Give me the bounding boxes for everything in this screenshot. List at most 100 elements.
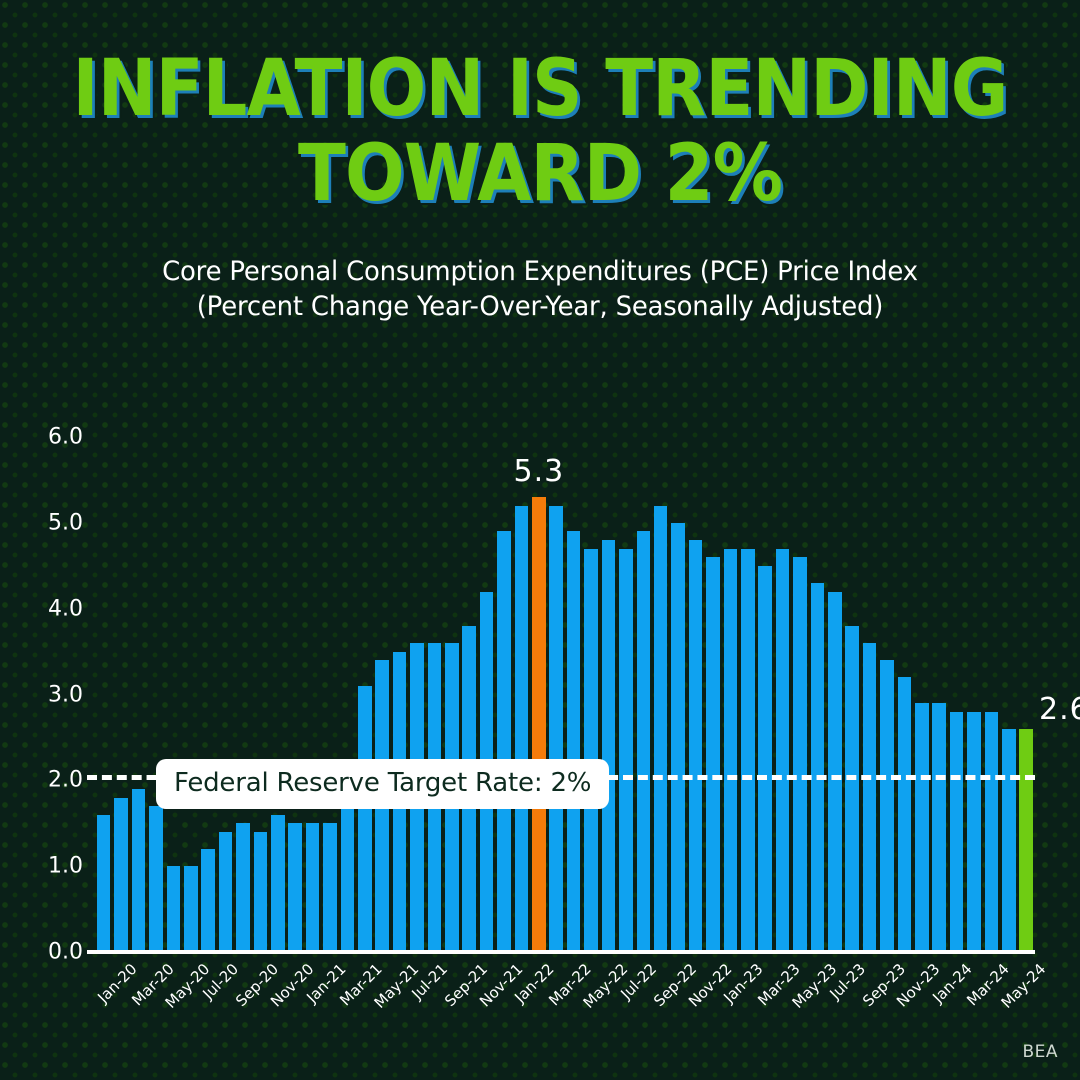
bar[interactable] xyxy=(253,831,268,952)
bar[interactable] xyxy=(166,866,181,952)
bar-slot[interactable]: 5.3 xyxy=(514,437,563,952)
bar-slot[interactable] xyxy=(948,437,965,952)
bar[interactable] xyxy=(932,703,946,952)
bar[interactable] xyxy=(619,548,633,952)
bar[interactable] xyxy=(288,823,302,952)
bar-slot[interactable] xyxy=(617,437,634,952)
bar[interactable] xyxy=(1002,728,1016,952)
bar[interactable] xyxy=(880,660,894,952)
bar-slot[interactable] xyxy=(391,437,408,952)
bar-slot[interactable] xyxy=(548,437,565,952)
bar-slot[interactable] xyxy=(339,437,356,952)
bar[interactable] xyxy=(323,823,337,952)
bar-slot[interactable] xyxy=(774,437,791,952)
bar[interactable] xyxy=(949,711,964,952)
bar-slot[interactable] xyxy=(182,437,199,952)
bar[interactable] xyxy=(845,625,859,952)
bar-slot[interactable] xyxy=(461,437,478,952)
bar-slot[interactable] xyxy=(669,437,686,952)
bar[interactable] xyxy=(183,866,198,952)
bar[interactable] xyxy=(340,788,355,952)
bar-slot[interactable] xyxy=(687,437,704,952)
bar[interactable] xyxy=(810,582,825,952)
bar[interactable] xyxy=(897,677,912,952)
bar-slot[interactable] xyxy=(635,437,652,952)
bar[interactable] xyxy=(149,806,163,952)
bar-slot[interactable] xyxy=(165,437,182,952)
bar-slot[interactable] xyxy=(478,437,495,952)
bar-slot[interactable] xyxy=(739,437,756,952)
bar-slot[interactable] xyxy=(704,437,721,952)
bar-slot[interactable] xyxy=(95,437,112,952)
bar[interactable] xyxy=(915,703,929,952)
bar-slot[interactable] xyxy=(878,437,895,952)
bar-slot[interactable] xyxy=(896,437,913,952)
bar-slot[interactable] xyxy=(443,437,460,952)
bar-slot[interactable] xyxy=(112,437,129,952)
bar-slot[interactable] xyxy=(1000,437,1017,952)
bar[interactable] xyxy=(305,823,320,952)
bar-slot[interactable] xyxy=(722,437,739,952)
bar-slot[interactable] xyxy=(304,437,321,952)
bar[interactable] xyxy=(270,814,285,952)
bar[interactable] xyxy=(201,849,215,952)
bar[interactable] xyxy=(984,711,999,952)
bar[interactable] xyxy=(514,505,529,952)
bar-slot[interactable] xyxy=(565,437,582,952)
bar[interactable] xyxy=(584,548,598,952)
bar[interactable] xyxy=(636,531,651,952)
bar[interactable] xyxy=(723,548,738,952)
bar-slot[interactable] xyxy=(408,437,425,952)
bar-slot[interactable] xyxy=(965,437,982,952)
bar-slot[interactable] xyxy=(582,437,599,952)
bar[interactable] xyxy=(793,557,807,952)
bar[interactable] xyxy=(566,531,581,952)
bar[interactable] xyxy=(96,814,111,952)
bar-slot[interactable] xyxy=(217,437,234,952)
bar[interactable] xyxy=(497,531,511,952)
bar-slot[interactable] xyxy=(513,437,530,952)
bar-slot[interactable] xyxy=(861,437,878,952)
bar-slot[interactable] xyxy=(652,437,669,952)
bar-slot[interactable] xyxy=(130,437,147,952)
bar-highlight-latest[interactable]: 2.6 xyxy=(1019,692,1080,952)
bar[interactable] xyxy=(671,522,685,952)
bar[interactable] xyxy=(549,505,564,952)
bar[interactable] xyxy=(706,557,720,952)
bar-slot[interactable] xyxy=(252,437,269,952)
bar-slot[interactable] xyxy=(826,437,843,952)
bar-slot[interactable] xyxy=(356,437,373,952)
bar-slot[interactable] xyxy=(426,437,443,952)
bar[interactable] xyxy=(862,643,877,952)
bar[interactable] xyxy=(775,548,790,952)
bar-slot[interactable] xyxy=(495,437,512,952)
bar-slot[interactable] xyxy=(147,437,164,952)
bar-highlight-peak[interactable]: 5.3 xyxy=(514,454,563,952)
bar[interactable] xyxy=(967,711,981,952)
bar-slot[interactable] xyxy=(791,437,808,952)
bar-slot[interactable] xyxy=(809,437,826,952)
bar[interactable] xyxy=(358,685,372,952)
bar[interactable] xyxy=(688,540,703,952)
bar[interactable] xyxy=(740,548,755,952)
bar[interactable] xyxy=(653,505,668,952)
bar[interactable] xyxy=(827,591,842,952)
bar-slot[interactable] xyxy=(234,437,251,952)
bar[interactable] xyxy=(601,540,616,952)
bar-slot[interactable] xyxy=(913,437,930,952)
bar[interactable] xyxy=(218,831,233,952)
bar-slot[interactable] xyxy=(269,437,286,952)
bar-slot[interactable] xyxy=(321,437,338,952)
bar-slot[interactable] xyxy=(600,437,617,952)
bar[interactable] xyxy=(131,788,146,952)
bar-slot[interactable]: 2.6 xyxy=(1018,437,1080,952)
bar-slot[interactable] xyxy=(983,437,1000,952)
bar-slot[interactable] xyxy=(756,437,773,952)
bar[interactable] xyxy=(758,565,772,952)
bar-slot[interactable] xyxy=(931,437,948,952)
bar-slot[interactable] xyxy=(286,437,303,952)
bar-slot[interactable] xyxy=(374,437,391,952)
bar[interactable] xyxy=(236,823,250,952)
bar-slot[interactable] xyxy=(199,437,216,952)
bar[interactable] xyxy=(114,797,128,952)
